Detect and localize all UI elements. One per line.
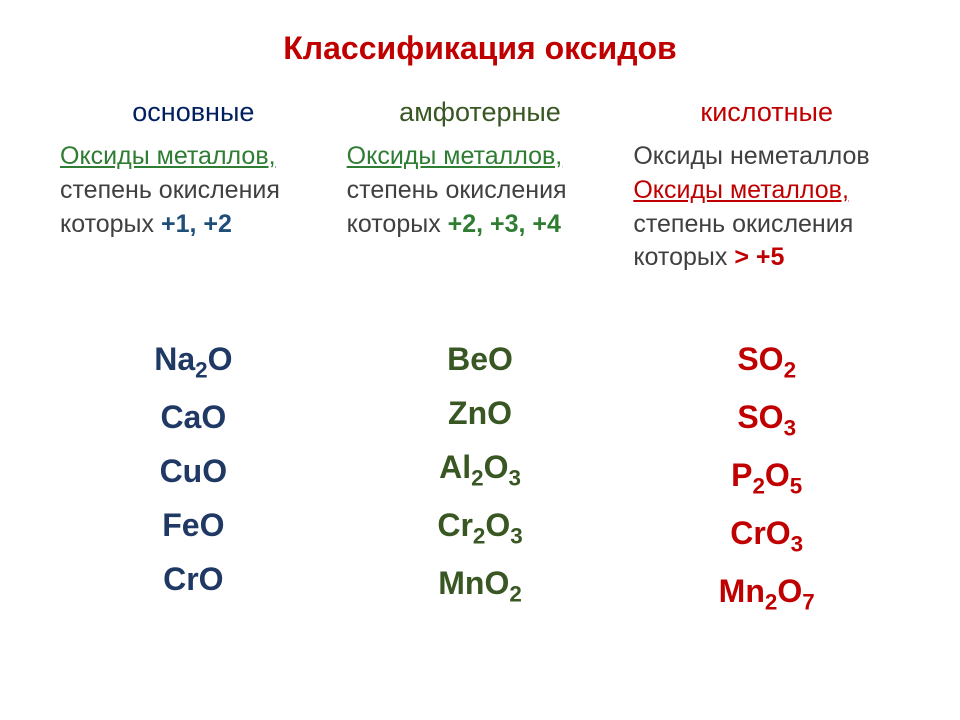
- formula-item: Al2O3: [347, 443, 614, 495]
- column-amphoteric: амфотерные Оксиды металлов, степень окис…: [347, 97, 614, 625]
- acidic-desc-line3: степень окисления: [633, 210, 853, 238]
- amphoteric-desc-line3-prefix: которых: [347, 210, 448, 238]
- formula-item: SO2: [633, 335, 900, 387]
- formula-item: CrO: [60, 555, 327, 603]
- amphoteric-oxidation-states: +2, +3, +4: [448, 210, 561, 238]
- formula-item: CuO: [60, 447, 327, 495]
- formula-item: CrO3: [633, 509, 900, 561]
- formula-item: SO3: [633, 393, 900, 445]
- column-basic: основные Оксиды металлов, степень окисле…: [60, 97, 327, 625]
- basic-oxidation-states: +1, +2: [161, 210, 232, 238]
- basic-desc-line3-prefix: которых: [60, 210, 161, 238]
- formula-item: P2O5: [633, 451, 900, 503]
- formula-item: FeO: [60, 501, 327, 549]
- formula-item: ZnO: [347, 389, 614, 437]
- acidic-description: Оксиды неметаллов Оксиды металлов, степе…: [633, 140, 900, 310]
- basic-formulas: Na2O CaO CuO FeO CrO: [60, 335, 327, 603]
- basic-description: Оксиды металлов, степень окисления котор…: [60, 140, 327, 310]
- formula-item: Mn2O7: [633, 567, 900, 619]
- formula-item: Cr2O3: [347, 501, 614, 553]
- formula-item: BeO: [347, 335, 614, 383]
- acidic-desc-line4-prefix: которых: [633, 243, 734, 271]
- columns-row: основные Оксиды металлов, степень окисле…: [60, 97, 900, 625]
- slide-title: Классификация оксидов: [60, 30, 900, 67]
- column-acidic: кислотные Оксиды неметаллов Оксиды метал…: [633, 97, 900, 625]
- amphoteric-link-text: Оксиды металлов,: [347, 142, 563, 170]
- basic-link-text: Оксиды металлов,: [60, 142, 276, 170]
- amphoteric-header: амфотерные: [347, 97, 614, 128]
- formula-item: Na2O: [60, 335, 327, 387]
- amphoteric-desc-line2: степень окисления: [347, 176, 567, 204]
- formula-item: MnO2: [347, 559, 614, 611]
- formula-item: CaO: [60, 393, 327, 441]
- amphoteric-formulas: BeO ZnO Al2O3 Cr2O3 MnO2: [347, 335, 614, 611]
- acidic-oxidation-states: > +5: [734, 243, 784, 271]
- slide-container: Классификация оксидов основные Оксиды ме…: [0, 0, 960, 720]
- acidic-link-text: Оксиды металлов,: [633, 176, 849, 204]
- basic-header: основные: [60, 97, 327, 128]
- acidic-desc-line1: Оксиды неметаллов: [633, 142, 869, 170]
- acidic-formulas: SO2 SO3 P2O5 CrO3 Mn2O7: [633, 335, 900, 619]
- amphoteric-description: Оксиды металлов, степень окисления котор…: [347, 140, 614, 310]
- acidic-header: кислотные: [633, 97, 900, 128]
- basic-desc-line2: степень окисления: [60, 176, 280, 204]
